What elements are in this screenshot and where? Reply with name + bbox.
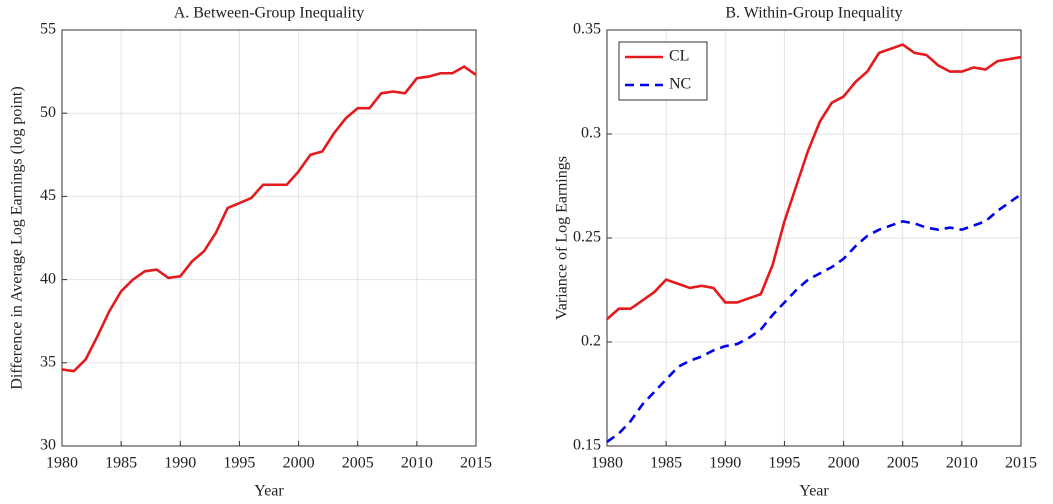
legend-label: CL — [669, 48, 689, 65]
y-axis-label: Variance of Log Earnings — [554, 156, 571, 320]
legend-label: NC — [669, 76, 691, 93]
y-tick-label: 0.25 — [573, 229, 601, 246]
legend-box — [618, 41, 708, 101]
y-tick-label: 0.15 — [573, 437, 601, 454]
x-tick-label: 2015 — [1005, 455, 1037, 472]
x-tick-label: 1980 — [46, 455, 78, 472]
y-tick-label: 0.2 — [581, 333, 601, 350]
x-axis-label: Year — [254, 483, 284, 500]
x-tick-label: 1980 — [591, 455, 623, 472]
x-tick-label: 2000 — [283, 455, 315, 472]
y-tick-label: 55 — [40, 21, 56, 38]
x-tick-label: 2010 — [946, 455, 978, 472]
x-tick-label: 1990 — [164, 455, 196, 472]
y-tick-label: 50 — [40, 104, 56, 121]
plot-area — [62, 30, 476, 446]
x-tick-label: 2010 — [401, 455, 433, 472]
x-tick-label: 2005 — [342, 455, 374, 472]
line-series — [61, 65, 477, 373]
x-axis-label: Year — [799, 483, 829, 500]
y-tick-label: 0.35 — [573, 21, 601, 38]
axes-frame — [606, 29, 1022, 447]
chart-title: B. Within-Group Inequality — [725, 5, 902, 22]
y-axis-label: Difference in Average Log Earnings (log … — [9, 86, 26, 389]
x-tick-label: 1995 — [768, 455, 800, 472]
x-tick-label: 2015 — [460, 455, 492, 472]
axes-frame — [61, 29, 477, 447]
y-tick-label: 35 — [40, 353, 56, 370]
y-tick-label: 0.3 — [581, 125, 601, 142]
y-tick-label: 45 — [40, 187, 56, 204]
x-tick-label: 1985 — [105, 455, 137, 472]
chart-title: A. Between-Group Inequality — [174, 5, 365, 22]
y-tick-label: 40 — [40, 270, 56, 287]
x-tick-label: 1985 — [650, 455, 682, 472]
x-tick-label: 1995 — [223, 455, 255, 472]
x-tick-label: 2000 — [828, 455, 860, 472]
y-tick-label: 30 — [40, 437, 56, 454]
line-series — [606, 193, 1022, 443]
line-series — [606, 43, 1022, 321]
x-tick-label: 1990 — [709, 455, 741, 472]
x-tick-label: 2005 — [887, 455, 919, 472]
